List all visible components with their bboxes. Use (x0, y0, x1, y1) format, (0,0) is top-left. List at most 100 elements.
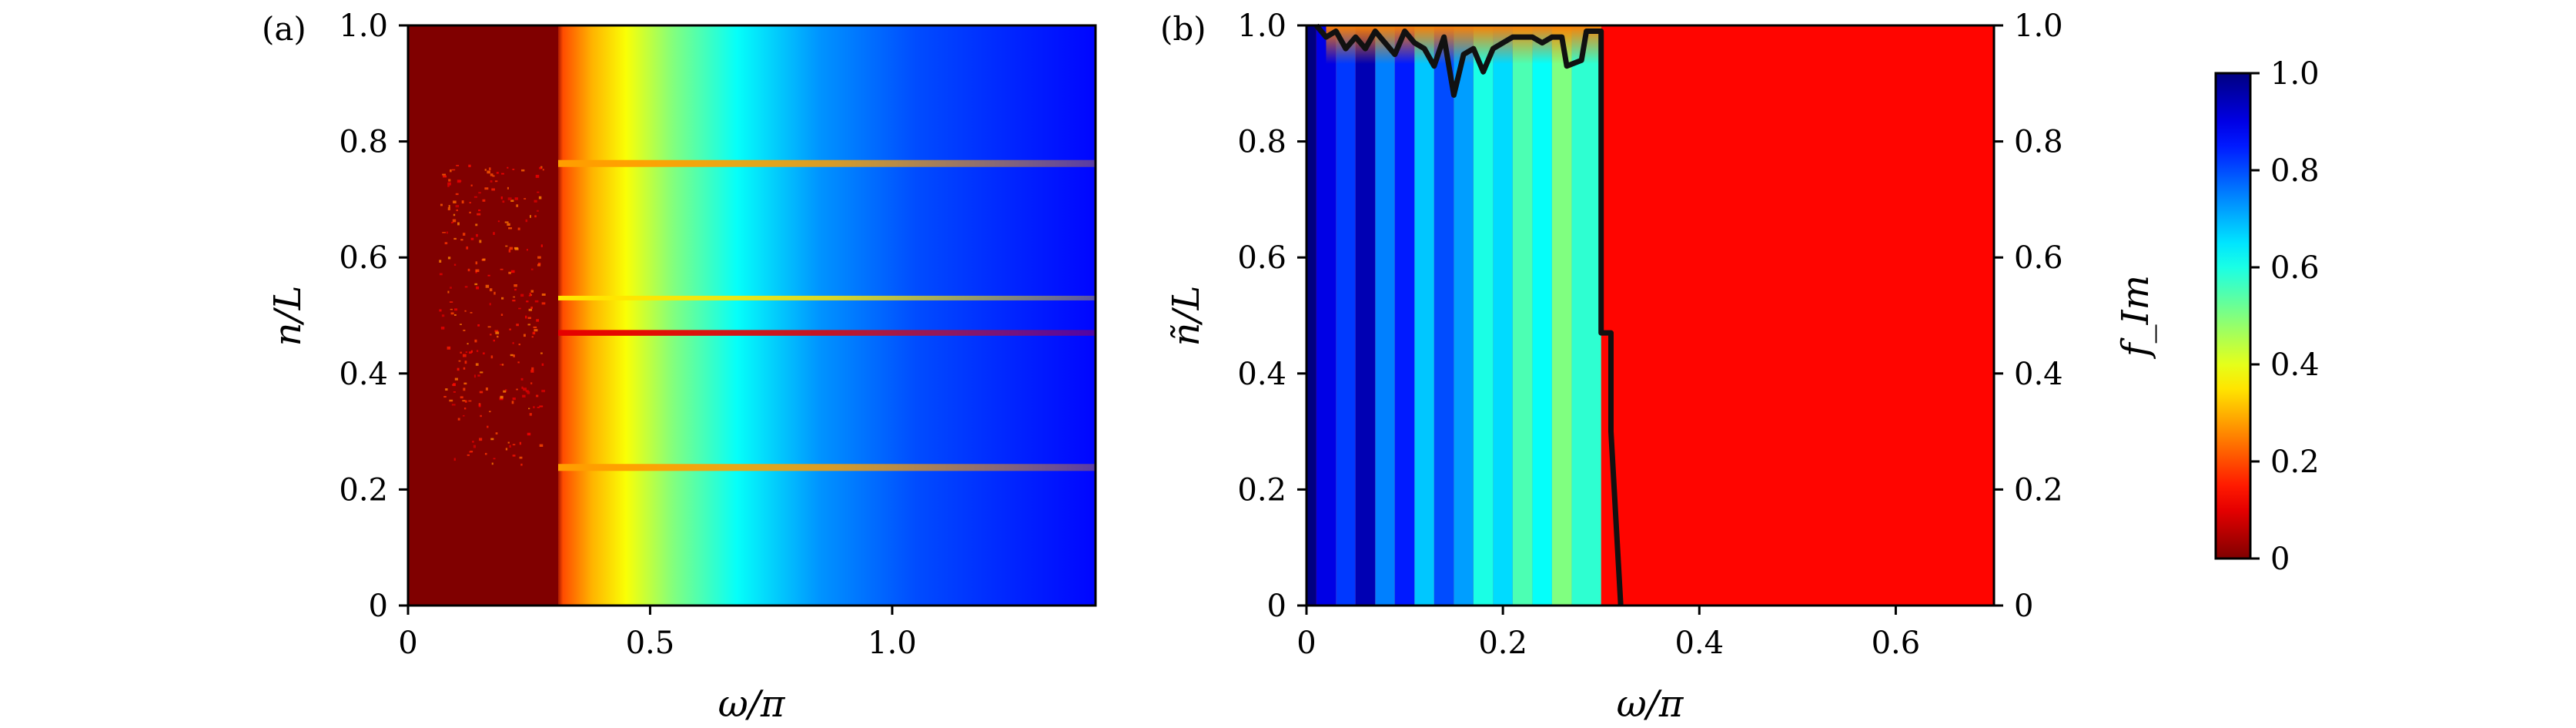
panel-a-speckle (516, 388, 518, 391)
panel-a-speckle (531, 367, 534, 371)
colorbar-tick-label-0: 0 (2270, 542, 2290, 577)
panel-a-x-axis-label: ω/π (718, 683, 786, 726)
panel-b: (b) 0 0.2 0.4 0.6 00.20.40.60.81.0 00.20.40… (1160, 8, 2157, 726)
panel-a-speckle (500, 268, 503, 270)
panel-b-column-0 (1306, 25, 1316, 606)
panel-a-speckle (507, 223, 510, 226)
panel-a-speckle (457, 367, 460, 371)
colorbar: 0 0.2 0.4 0.6 0.8 1.0 (2214, 56, 2320, 577)
panel-a-speckle (527, 317, 531, 320)
panel-a-speckle (514, 197, 518, 200)
panel-a-speckle (514, 247, 518, 250)
panel-a-speckle (450, 312, 454, 315)
panel-a-speckle (442, 173, 447, 176)
panel-a-speckle (508, 249, 511, 253)
panel-a-speckle (474, 283, 478, 286)
panel-b-right-y-tick-label-1: 0.2 (2014, 472, 2063, 508)
panel-a-speckle (458, 360, 461, 362)
panel-a-speckle (470, 312, 473, 314)
panel-a-speckle (500, 314, 503, 316)
panel-a-speckle (482, 352, 485, 355)
panel-b-y-tick-label-0: 0 (1267, 589, 1286, 624)
panel-a-speckle (497, 335, 499, 338)
panel-a-speckle (478, 192, 481, 194)
panel-a-speckle (460, 396, 463, 399)
panel-a-speckle (493, 339, 495, 342)
panel-a-speckle (474, 339, 477, 343)
panel-a-speckle (464, 310, 467, 312)
panel-a-speckle (485, 284, 490, 288)
panel-a-speckle (537, 263, 541, 267)
panel-a-speckle (443, 395, 447, 398)
panel-b-boundary-line (1314, 23, 1624, 606)
panel-a-speckle (541, 363, 544, 366)
panel-a-speckle (534, 215, 537, 218)
panel-b-column-4 (1375, 25, 1395, 606)
panel-a-speckle (443, 175, 447, 178)
panel-a-speckle (516, 204, 519, 207)
panel-a-speckle (467, 268, 470, 272)
panel-b-right-y-tick-label-2: 0.4 (2014, 357, 2063, 392)
panel-a-speckle (533, 326, 537, 328)
panel-a-speckle (509, 328, 511, 330)
panel-a-speckle (511, 401, 514, 404)
panel-a-speckle (447, 290, 450, 294)
panel-b-x-tick-label-0: 0 (1296, 626, 1316, 661)
panel-a-speckle (494, 180, 498, 183)
panel-a-speckle (477, 324, 480, 327)
panel-a-speckle (530, 382, 533, 384)
panel-a-speckle (456, 209, 458, 212)
panel-a-speckle (540, 352, 543, 354)
panel-a-speckle (454, 308, 458, 311)
panel-a-speckle (440, 327, 445, 330)
panel-a-speckle (487, 425, 489, 428)
panel-a-speckle (448, 205, 450, 208)
panel-a-speckle (528, 308, 533, 311)
panel-b-column-8 (1454, 25, 1474, 606)
panel-b-column-5 (1394, 25, 1415, 606)
panel-a-speckle (449, 399, 453, 402)
panel-a-speckle (444, 242, 448, 245)
panel-a-speckle (453, 263, 457, 266)
panel-a-speckle (479, 240, 482, 243)
panel-a-x-tick-label-2: 1.0 (868, 626, 917, 661)
panel-a-speckle (450, 287, 452, 289)
panel-a-speckle (512, 398, 516, 401)
panel-a-speckle (541, 293, 546, 296)
panel-b-right-y-tick-label-4: 0.8 (2014, 125, 2063, 160)
panel-a-speckle (494, 330, 499, 333)
panel-b-x-ticks: 0 0.2 0.4 0.6 (1296, 606, 1920, 661)
panel-a-speckle (537, 406, 540, 408)
panel-a-speckle (501, 364, 504, 366)
panel-a-speckle (450, 308, 453, 310)
panel-a-speckle (470, 184, 473, 186)
panel-a-speckle (493, 232, 495, 235)
panel-a-speckle (490, 355, 493, 359)
panel-a-speckle (449, 301, 453, 303)
panel-a-y-axis-label: n/L (266, 286, 309, 347)
panel-a-speckle (525, 390, 529, 393)
panel-a-speckle (480, 414, 482, 418)
panel-b-column-7 (1434, 25, 1454, 606)
panel-a-speckle (463, 382, 467, 385)
panel-a-speckle (500, 364, 503, 366)
panel-a-speckle (493, 458, 496, 460)
panel-a-speckle (530, 268, 534, 270)
panel-a-speckle (489, 411, 491, 413)
panel-a-speckle (532, 331, 536, 335)
panel-a-speckle (464, 400, 467, 403)
panel-a-speckle (475, 261, 478, 265)
panel-a-speckle (503, 390, 507, 393)
panel-a-band-2 (557, 295, 1096, 300)
panel-a-speckle (473, 196, 477, 198)
panel-a-speckle (522, 394, 526, 398)
panel-a-speckle (530, 369, 534, 373)
panel-a-speckle (463, 414, 465, 417)
panel-a-speckle (500, 395, 503, 399)
panel-a-speckle (455, 205, 460, 208)
panel-a-speckle (529, 293, 531, 296)
panel-a-y-tick-label-0: 0 (369, 589, 388, 624)
panel-a-speckle (457, 418, 460, 421)
panel-a-speckle (469, 202, 471, 204)
